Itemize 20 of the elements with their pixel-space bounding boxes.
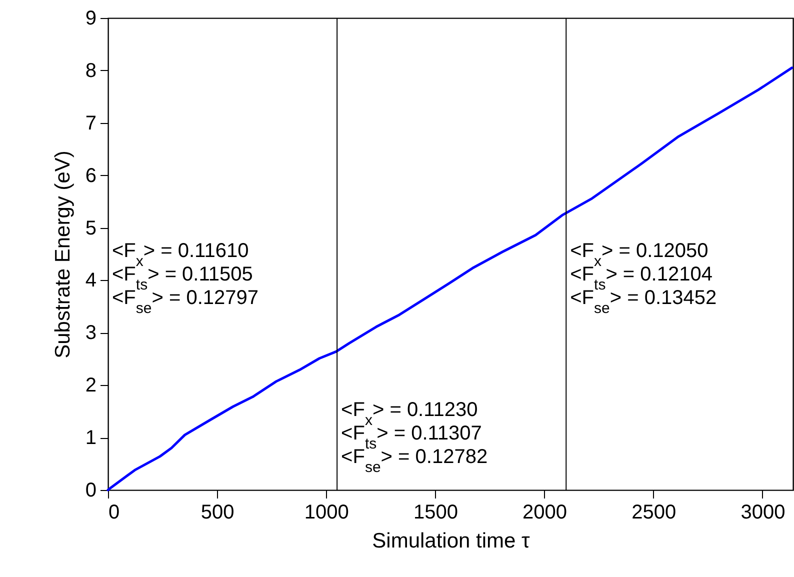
y-axis-title: Substrate Energy (eV) xyxy=(51,150,74,358)
x-tick-label: 500 xyxy=(200,502,234,524)
x-tick-label: 2000 xyxy=(522,502,568,524)
y-tick-label: 6 xyxy=(85,164,96,187)
x-tick-label: 1500 xyxy=(413,502,458,524)
y-tick-label: 3 xyxy=(85,322,96,344)
y-tick-label: 9 xyxy=(85,8,96,30)
y-tick-label: 4 xyxy=(85,270,96,292)
y-tick-label: 0 xyxy=(85,480,96,502)
x-tick-label: 1000 xyxy=(304,502,349,524)
y-tick-label: 5 xyxy=(85,217,96,240)
x-tick-label: 2500 xyxy=(632,502,676,524)
y-tick-label: 7 xyxy=(85,112,96,134)
y-tick-label: 1 xyxy=(85,427,96,450)
x-tick-label: 3000 xyxy=(740,502,786,524)
x-tick-label: 0 xyxy=(108,502,120,524)
line-series xyxy=(106,66,794,492)
y-tick-label: 2 xyxy=(85,374,96,397)
x-axis-title: Simulation time τ xyxy=(372,530,531,552)
y-tick-label: 8 xyxy=(85,60,96,82)
